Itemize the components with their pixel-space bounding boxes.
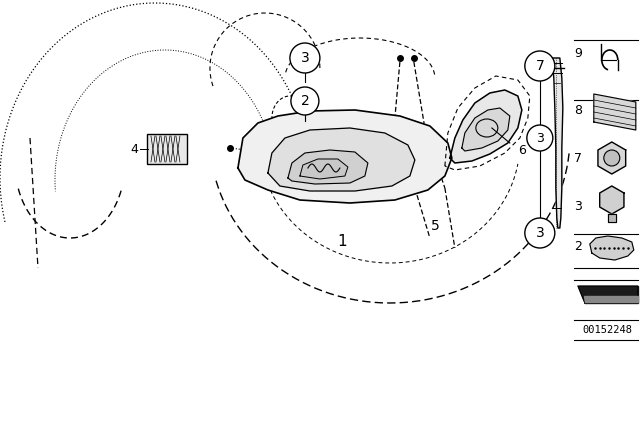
Polygon shape [590, 236, 634, 260]
Polygon shape [288, 150, 368, 184]
Circle shape [525, 51, 555, 81]
Polygon shape [598, 142, 626, 174]
Polygon shape [594, 94, 636, 130]
Polygon shape [450, 90, 522, 163]
Text: 7: 7 [536, 59, 544, 73]
Text: 6: 6 [518, 143, 525, 156]
Circle shape [604, 150, 620, 166]
Text: 5: 5 [431, 219, 440, 233]
Polygon shape [600, 186, 624, 214]
Circle shape [291, 87, 319, 115]
Polygon shape [608, 214, 616, 222]
Circle shape [290, 43, 320, 73]
Text: 2: 2 [574, 240, 582, 253]
Polygon shape [238, 110, 452, 203]
FancyBboxPatch shape [147, 134, 187, 164]
Polygon shape [300, 159, 348, 179]
Text: 2: 2 [301, 94, 309, 108]
Text: 3: 3 [574, 199, 582, 212]
Text: 4: 4 [130, 142, 138, 155]
Circle shape [525, 218, 555, 248]
Text: 1: 1 [337, 234, 347, 250]
Text: 9: 9 [574, 47, 582, 60]
Text: 7: 7 [574, 151, 582, 164]
Text: 00152248: 00152248 [583, 325, 633, 335]
Polygon shape [268, 128, 415, 191]
Polygon shape [552, 58, 563, 228]
Polygon shape [462, 108, 510, 151]
Text: 3: 3 [536, 132, 544, 145]
Text: 3: 3 [301, 51, 309, 65]
Text: 8: 8 [574, 103, 582, 116]
Polygon shape [578, 286, 638, 303]
Polygon shape [584, 296, 638, 302]
Circle shape [527, 125, 553, 151]
Text: 3: 3 [536, 226, 544, 240]
